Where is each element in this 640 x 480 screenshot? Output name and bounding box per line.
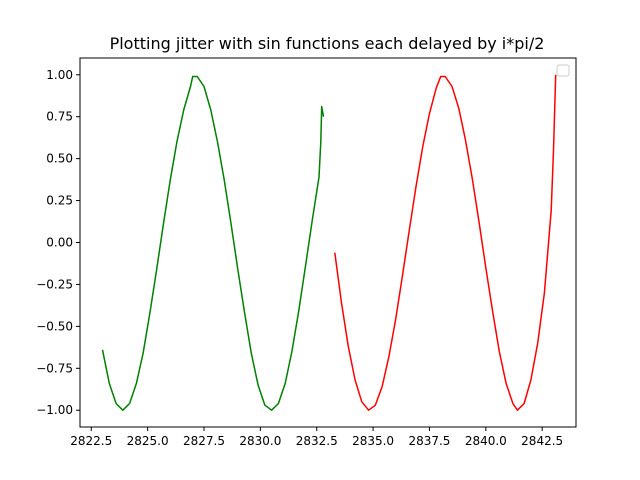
series-layer bbox=[101, 74, 557, 411]
x-tick-label: 2837.5 bbox=[408, 434, 450, 448]
x-tick-label: 2827.5 bbox=[183, 434, 225, 448]
x-tick-label: 2832.5 bbox=[296, 434, 338, 448]
y-tick-label: 0.25 bbox=[46, 194, 73, 208]
x-tick-label: 2835.0 bbox=[352, 434, 394, 448]
y-tick-label: 0.75 bbox=[46, 110, 73, 124]
legend-box bbox=[556, 64, 570, 77]
plot-frame bbox=[79, 57, 577, 428]
y-tick-label: −1.00 bbox=[36, 403, 73, 417]
x-tick-label: 2840.0 bbox=[465, 434, 507, 448]
y-tick-label: −0.50 bbox=[36, 319, 73, 333]
x-tick-label: 2825.0 bbox=[127, 434, 169, 448]
y-tick-label: −0.25 bbox=[36, 277, 73, 291]
x-axis: 2822.5 2825.0 2827.5 2830.0 2832.5 2835.0 2837… bbox=[70, 427, 563, 448]
chart-title: Plotting jitter with sin functions each … bbox=[110, 34, 545, 53]
y-axis: −1.00 −0.75 −0.50 −0.25 0.00 0.25 0.50 0.75 1.00 bbox=[36, 68, 80, 417]
y-tick-label: −0.75 bbox=[36, 361, 73, 375]
series-line-2 bbox=[334, 74, 557, 411]
plot-area: 2822.5 2825.0 2827.5 2830.0 2832.5 2835.0 2837… bbox=[36, 57, 577, 448]
x-tick-label: 2830.0 bbox=[239, 434, 281, 448]
y-tick-label: 0.00 bbox=[46, 236, 73, 250]
series-line-1 bbox=[101, 75, 325, 411]
x-tick-label: 2842.5 bbox=[521, 434, 563, 448]
y-tick-label: 1.00 bbox=[46, 68, 73, 82]
y-tick-label: 0.50 bbox=[46, 152, 73, 166]
x-tick-label: 2822.5 bbox=[70, 434, 112, 448]
